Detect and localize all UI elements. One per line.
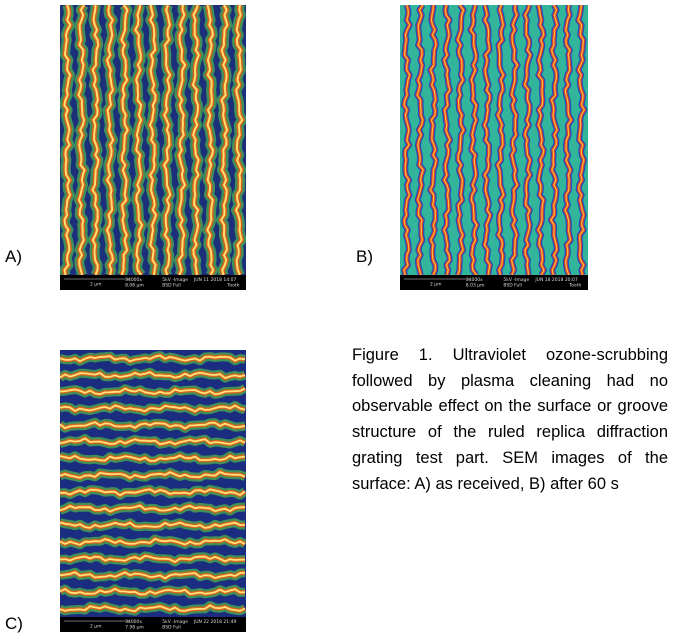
panel-label: C) bbox=[5, 614, 23, 634]
info-text: 2 µm bbox=[90, 282, 102, 288]
info-text: Tooth bbox=[226, 283, 239, 289]
info-text: JUN 22 2018 21:49 bbox=[193, 619, 237, 625]
info-text: 34000x bbox=[466, 277, 483, 283]
page: A) B) C) 2 µm34000x8.06 µm5kV -ImageBSD … bbox=[0, 0, 678, 639]
info-text: 8.03 µm bbox=[466, 283, 485, 289]
info-text: JUN 11 2018 14:07 bbox=[193, 277, 237, 283]
image-background bbox=[400, 5, 588, 275]
info-text: 8.06 µm bbox=[125, 283, 144, 289]
info-text: BSD Full bbox=[162, 625, 180, 631]
panel-label: A) bbox=[5, 247, 22, 267]
info-text: 34000x bbox=[125, 277, 142, 283]
info-text: BSD Full bbox=[162, 283, 180, 289]
panel-label: B) bbox=[356, 247, 373, 267]
info-text: 7.98 µm bbox=[125, 625, 144, 631]
info-text: JUN 18 2018 20:07 bbox=[534, 277, 578, 283]
info-text: 34000x bbox=[125, 619, 142, 625]
info-text: 5kV -Image bbox=[162, 277, 188, 283]
info-text: 2 µm bbox=[430, 282, 442, 288]
info-text: 5kV -Image bbox=[162, 619, 188, 625]
info-text: 2 µm bbox=[90, 624, 102, 630]
figure-caption: Figure 1. Ultraviolet ozone-scrubbing fo… bbox=[352, 343, 668, 639]
info-text: 5kV -Image bbox=[503, 277, 529, 283]
info-text: Tooth bbox=[568, 283, 581, 289]
info-text: BSD Full bbox=[503, 283, 521, 289]
